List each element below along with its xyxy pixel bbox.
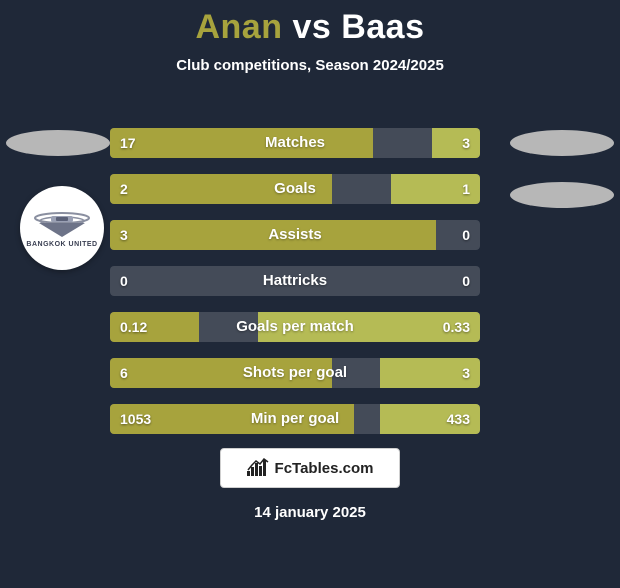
- club-badge-icon: [33, 209, 91, 239]
- fctables-link[interactable]: FcTables.com: [220, 448, 400, 488]
- stat-segment-left: [110, 358, 332, 388]
- stat-value-right: 0: [462, 266, 470, 296]
- stat-row: Min per goal1053433: [110, 404, 480, 434]
- stat-segment-right: [432, 128, 480, 158]
- title-vs: vs: [292, 8, 331, 46]
- stat-segment-left: [110, 312, 199, 342]
- player1-placeholder-top: [6, 130, 110, 156]
- fctables-text: FcTables.com: [275, 460, 374, 477]
- comparison-chart: Matches173Goals21Assists30Hattricks00Goa…: [110, 128, 480, 450]
- stat-row: Matches173: [110, 128, 480, 158]
- stat-segment-right: [258, 312, 480, 342]
- stat-segment-left: [110, 220, 436, 250]
- stat-label: Hattricks: [110, 266, 480, 296]
- player2-placeholder-bottom: [510, 182, 614, 208]
- stat-segment-left: [110, 404, 354, 434]
- stat-row: Goals21: [110, 174, 480, 204]
- player2-name: Baas: [341, 8, 424, 46]
- stat-row: Hattricks0 0: [110, 266, 480, 296]
- footer-date: 14 january 2025: [0, 504, 620, 521]
- stat-value-left: 0: [120, 266, 128, 296]
- player2-placeholder-top: [510, 130, 614, 156]
- stat-row: Goals per match0.120.33: [110, 312, 480, 342]
- stat-value-right: 0: [462, 220, 470, 250]
- stat-segment-right: [380, 404, 480, 434]
- club-badge: BANGKOK UNITED: [20, 186, 104, 270]
- stat-segment-left: [110, 174, 332, 204]
- stat-row: Shots per goal63: [110, 358, 480, 388]
- club-badge-label: BANGKOK UNITED: [26, 241, 97, 248]
- subtitle: Club competitions, Season 2024/2025: [0, 57, 620, 74]
- stat-row: Assists30: [110, 220, 480, 250]
- stat-segment-right: [391, 174, 480, 204]
- player1-name: Anan: [195, 8, 282, 46]
- page-title: Anan vs Baas: [0, 8, 620, 47]
- stat-segment-right: [380, 358, 480, 388]
- fctables-icon: [247, 458, 269, 478]
- stat-segment-left: [110, 128, 373, 158]
